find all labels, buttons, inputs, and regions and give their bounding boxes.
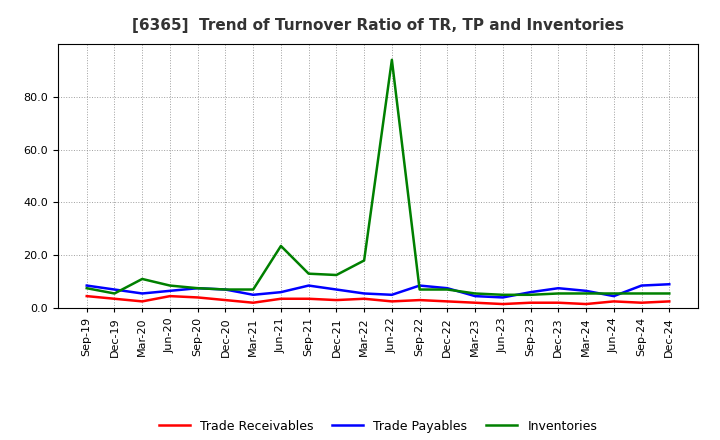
Trade Receivables [665,299,674,304]
Inventories [609,291,618,296]
Trade Receivables [471,300,480,305]
Inventories [415,287,424,292]
Trade Payables [471,293,480,299]
Trade Payables [332,287,341,292]
Inventories [637,291,646,296]
Trade Payables [276,290,285,295]
Trade Payables [637,283,646,288]
Legend: Trade Receivables, Trade Payables, Inventories: Trade Receivables, Trade Payables, Inven… [153,414,603,437]
Trade Payables [194,286,202,291]
Inventories [665,291,674,296]
Inventories [387,57,396,62]
Trade Payables [415,283,424,288]
Trade Payables [221,287,230,292]
Line: Trade Payables: Trade Payables [86,284,670,297]
Trade Receivables [110,296,119,301]
Trade Payables [166,288,174,293]
Trade Receivables [166,293,174,299]
Trade Payables [387,292,396,297]
Inventories [82,286,91,291]
Trade Receivables [194,295,202,300]
Trade Receivables [609,299,618,304]
Inventories [582,291,590,296]
Trade Receivables [221,297,230,303]
Title: [6365]  Trend of Turnover Ratio of TR, TP and Inventories: [6365] Trend of Turnover Ratio of TR, TP… [132,18,624,33]
Inventories [498,292,507,297]
Trade Receivables [332,297,341,303]
Trade Receivables [637,300,646,305]
Trade Receivables [249,300,258,305]
Trade Payables [665,282,674,287]
Inventories [471,291,480,296]
Inventories [554,291,562,296]
Inventories [332,272,341,278]
Inventories [110,291,119,296]
Trade Receivables [582,301,590,307]
Trade Payables [526,290,535,295]
Inventories [194,286,202,291]
Inventories [360,258,369,263]
Trade Payables [554,286,562,291]
Trade Payables [138,291,147,296]
Inventories [249,287,258,292]
Trade Receivables [138,299,147,304]
Trade Receivables [554,300,562,305]
Trade Payables [82,283,91,288]
Line: Trade Receivables: Trade Receivables [86,296,670,304]
Trade Payables [443,286,451,291]
Inventories [166,283,174,288]
Trade Payables [249,292,258,297]
Inventories [276,243,285,249]
Inventories [221,287,230,292]
Trade Receivables [387,299,396,304]
Trade Receivables [360,296,369,301]
Inventories [443,287,451,292]
Line: Inventories: Inventories [86,60,670,295]
Trade Receivables [526,300,535,305]
Inventories [305,271,313,276]
Trade Receivables [498,301,507,307]
Inventories [526,292,535,297]
Trade Receivables [415,297,424,303]
Trade Receivables [82,293,91,299]
Trade Receivables [305,296,313,301]
Trade Payables [609,293,618,299]
Trade Payables [582,288,590,293]
Trade Payables [110,287,119,292]
Inventories [138,276,147,282]
Trade Payables [305,283,313,288]
Trade Payables [498,295,507,300]
Trade Receivables [443,299,451,304]
Trade Receivables [276,296,285,301]
Trade Payables [360,291,369,296]
